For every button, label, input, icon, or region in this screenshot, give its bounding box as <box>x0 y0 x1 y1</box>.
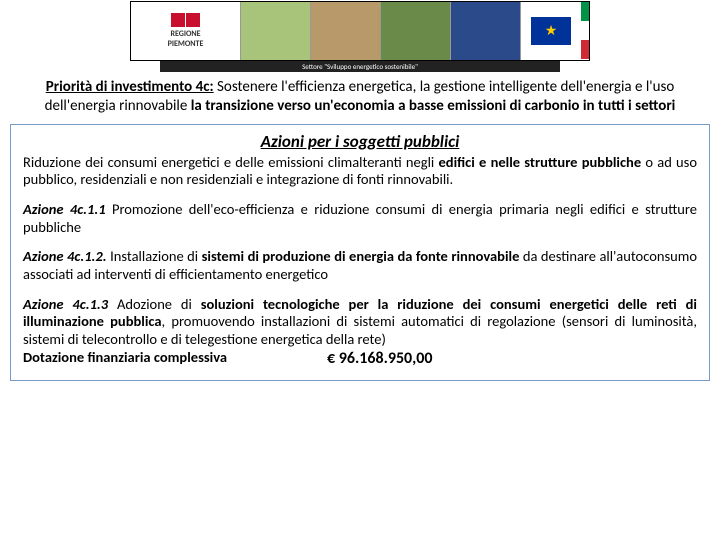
action-1-label: Azione 4c.1.1 <box>23 200 106 218</box>
section-title: Azioni per i soggetti pubblici <box>23 131 697 152</box>
action-2-text-a: Installazione di <box>107 247 202 265</box>
content-box: Azioni per i soggetti pubblici Riduzione… <box>10 124 710 382</box>
logo-text-2: PIEMONTE <box>168 39 204 49</box>
regione-piemonte-logo: REGIONE PIEMONTE <box>131 2 241 60</box>
it-red <box>581 40 589 59</box>
banner-image-4 <box>451 2 521 60</box>
action-1-text: Promozione dell'eco-efficienza e riduzio… <box>23 200 697 236</box>
eu-flag-icon: ★ <box>531 17 571 45</box>
action-1: Azione 4c.1.1 Promozione dell'eco-effici… <box>23 201 697 236</box>
action-3: Azione 4c.1.3 Adozione di soluzioni tecn… <box>23 296 697 369</box>
italy-flag-strip <box>581 2 589 60</box>
funding-label: Dotazione finanziaria complessiva <box>23 349 227 369</box>
action-2: Azione 4c.1.2. Installazione di sistemi … <box>23 248 697 283</box>
intro-paragraph: Riduzione dei consumi energetici e delle… <box>23 154 697 189</box>
priority-heading: Priorità di investimento 4c: Sostenere l… <box>0 72 720 122</box>
logo-text-1: REGIONE <box>170 29 200 39</box>
action-3-text-a: Adozione di <box>108 295 201 313</box>
logo-square-2 <box>186 13 200 27</box>
intro-bold: edifici e nelle strutture pubbliche <box>438 153 641 171</box>
banner-image-2 <box>311 2 381 60</box>
banner-image-1 <box>241 2 311 60</box>
eu-star: ★ <box>545 22 558 39</box>
funding-value: € 96.168.950,00 <box>327 349 433 369</box>
banner-subtitle: Settore "Sviluppo energetico sostenibile… <box>160 61 560 72</box>
it-green <box>581 2 589 21</box>
action-3-label: Azione 4c.1.3 <box>23 295 108 313</box>
banner-strip: REGIONE PIEMONTE ★ <box>130 1 590 61</box>
logo-square-1 <box>171 13 185 27</box>
eu-flag-block: ★ <box>521 2 581 60</box>
priority-bold-tail: la transizione verso un'economia a basse… <box>191 97 676 115</box>
priority-lead: Priorità di investimento 4c: <box>46 78 214 96</box>
header-banner: REGIONE PIEMONTE ★ Settore "Sviluppo ene… <box>0 0 720 72</box>
action-2-bold: sistemi di produzione di energia da font… <box>202 247 520 265</box>
funding-line: Dotazione finanziaria complessiva € 96.1… <box>23 349 697 369</box>
banner-image-3 <box>381 2 451 60</box>
intro-pre: Riduzione dei consumi energetici e delle… <box>23 153 438 171</box>
action-2-label: Azione 4c.1.2. <box>23 247 107 265</box>
it-white <box>581 21 589 40</box>
